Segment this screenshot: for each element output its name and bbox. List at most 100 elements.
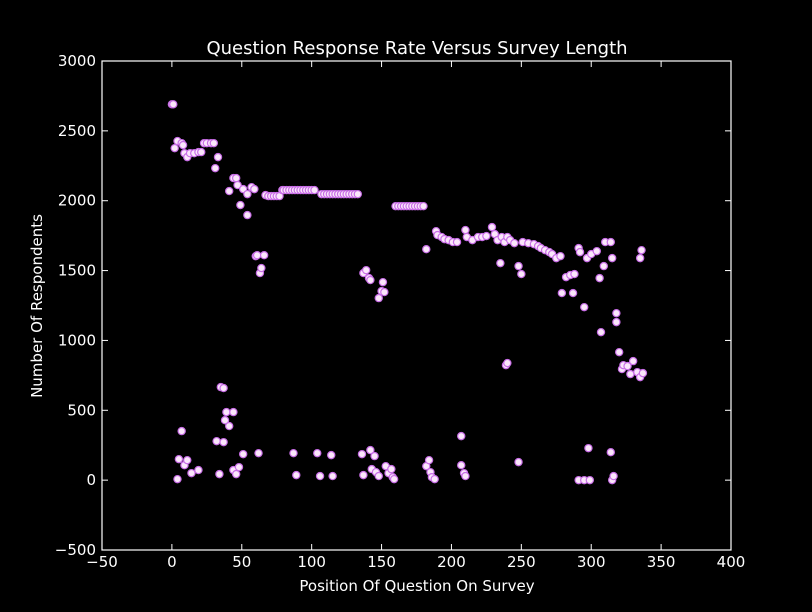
x-tick-label: 150 (367, 553, 396, 571)
x-tick-label: 0 (167, 553, 177, 571)
y-tick-label: 2000 (58, 192, 96, 210)
point (457, 460, 466, 470)
point (231, 469, 241, 479)
point (213, 152, 223, 162)
point (626, 369, 635, 379)
point (178, 140, 188, 150)
point (510, 238, 519, 248)
axes-frame (101, 60, 732, 551)
x-tick-label: 100 (297, 553, 326, 571)
point (254, 448, 263, 458)
point (259, 251, 269, 260)
point (370, 451, 379, 461)
point (614, 347, 624, 357)
point (606, 237, 615, 247)
point (174, 454, 184, 464)
point (220, 416, 230, 425)
point (289, 448, 298, 458)
point (250, 184, 259, 194)
point (252, 251, 262, 260)
chart-title: Question Response Rate Versus Survey Len… (206, 38, 627, 59)
x-axis-label: Position Of Question On Survey (299, 577, 534, 595)
point (422, 244, 431, 254)
point (592, 246, 602, 256)
point (596, 327, 606, 337)
point (570, 269, 579, 279)
point (419, 201, 428, 211)
point (607, 253, 617, 263)
point (357, 449, 367, 459)
point (580, 302, 589, 312)
point (219, 383, 228, 393)
point (378, 277, 388, 287)
point (292, 470, 301, 480)
point (628, 356, 638, 366)
point (234, 462, 244, 472)
point (194, 465, 203, 475)
point (177, 426, 186, 436)
x-tick-label: −50 (86, 553, 118, 571)
point (310, 185, 319, 195)
point (606, 448, 615, 457)
point (585, 475, 595, 485)
point (452, 237, 462, 247)
y-tick-label: 3000 (58, 52, 96, 70)
point (487, 222, 497, 232)
point (327, 450, 336, 460)
point (224, 421, 234, 431)
point (599, 261, 609, 271)
point (328, 471, 337, 481)
y-tick-label: −500 (55, 541, 96, 559)
x-tick-label: 400 (717, 553, 746, 571)
x-tick-label: 200 (437, 553, 466, 571)
point (238, 449, 248, 459)
point (637, 245, 646, 255)
point (461, 225, 470, 235)
point (389, 474, 399, 484)
point (380, 287, 389, 297)
point (366, 275, 375, 285)
point (313, 448, 322, 458)
plot-area (167, 100, 648, 485)
y-tick-label: 2500 (58, 122, 96, 140)
point (374, 293, 383, 303)
point (514, 261, 523, 271)
point (557, 288, 567, 298)
point (353, 189, 362, 199)
point (387, 464, 396, 474)
point (222, 407, 231, 417)
y-tick-label: 1000 (58, 331, 96, 349)
point (366, 445, 375, 455)
point (514, 457, 523, 467)
point (170, 143, 179, 153)
point (638, 368, 648, 378)
x-tick-label: 250 (507, 553, 536, 571)
point (612, 308, 621, 318)
point (424, 455, 434, 465)
point (461, 471, 470, 481)
point (224, 186, 234, 196)
point (457, 431, 466, 441)
point (169, 100, 178, 109)
point (187, 468, 196, 478)
point (215, 469, 224, 479)
x-tick-label: 350 (647, 553, 676, 571)
x-tick-label: 50 (232, 553, 251, 571)
point (556, 251, 565, 261)
point (517, 269, 526, 279)
point (243, 210, 252, 220)
point (236, 200, 245, 210)
point (209, 138, 219, 148)
point (584, 443, 593, 453)
point (568, 288, 578, 298)
point (623, 361, 632, 371)
y-tick-label: 1500 (58, 262, 96, 280)
point (361, 265, 371, 275)
point (374, 471, 383, 481)
point (212, 436, 221, 446)
point (595, 273, 604, 283)
point (233, 180, 242, 190)
y-tick-label: 0 (86, 471, 96, 489)
